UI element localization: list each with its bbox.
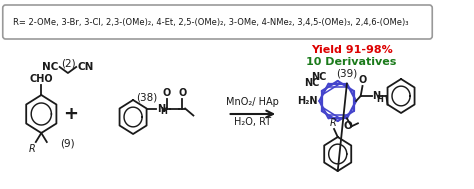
Text: NC: NC	[42, 62, 59, 72]
Text: NC: NC	[304, 78, 319, 88]
FancyBboxPatch shape	[3, 5, 432, 39]
Text: R= 2-OMe, 3-Br, 3-Cl, 2,3-(OMe)₂, 4-Et, 2,5-(OMe)₂, 3-OMe, 4-NMe₂, 3,4,5-(OMe)₃,: R= 2-OMe, 3-Br, 3-Cl, 2,3-(OMe)₂, 4-Et, …	[13, 18, 408, 26]
Text: (2): (2)	[62, 58, 76, 68]
Text: O: O	[358, 75, 366, 85]
Text: CHO: CHO	[29, 74, 53, 84]
Text: MnO₂/ HAp: MnO₂/ HAp	[227, 97, 279, 107]
Text: H: H	[160, 107, 167, 116]
Text: O: O	[163, 88, 171, 98]
Text: O: O	[344, 121, 352, 131]
Text: CN: CN	[77, 62, 93, 72]
Text: (38): (38)	[136, 92, 157, 102]
Text: H₂O, RT: H₂O, RT	[234, 117, 272, 127]
Text: R: R	[29, 144, 36, 154]
Text: Yield 91-98%: Yield 91-98%	[310, 45, 392, 55]
Text: O: O	[178, 88, 186, 98]
Text: H: H	[376, 94, 383, 104]
Text: 10 Derivatives: 10 Derivatives	[306, 57, 397, 67]
Text: N: N	[373, 91, 381, 101]
Text: H₂N: H₂N	[297, 96, 318, 106]
Text: NC: NC	[311, 72, 327, 82]
Text: R: R	[330, 118, 337, 128]
Text: N: N	[157, 104, 165, 114]
Text: (9): (9)	[61, 139, 75, 149]
Text: +: +	[63, 105, 78, 123]
Text: (39): (39)	[336, 69, 357, 79]
